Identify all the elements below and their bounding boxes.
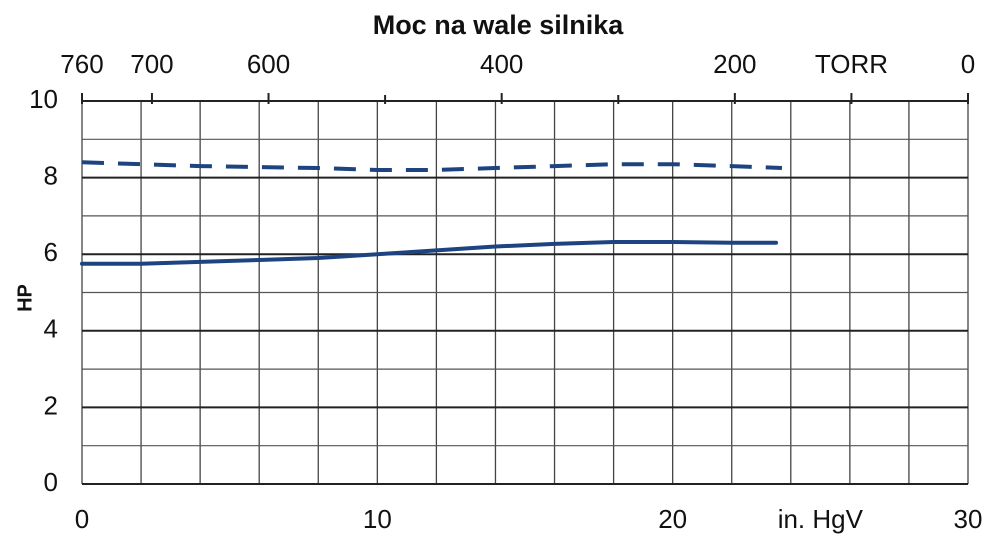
x2-tick-label: TORR	[815, 49, 888, 79]
y-tick-label: 10	[29, 84, 58, 114]
x2-tick-label: 200	[713, 49, 756, 79]
x2-tick-label: 760	[60, 49, 103, 79]
chart-title: Moc na wale silnika	[373, 10, 625, 40]
y-tick-label: 2	[44, 390, 58, 420]
data-line	[80, 239, 779, 266]
x-axis-label: in. HgV	[778, 504, 864, 534]
x-tick-label: 20	[658, 504, 687, 534]
x2-tick-label: 400	[480, 49, 523, 79]
x2-tick-label: 700	[130, 49, 173, 79]
y-tick-label: 0	[44, 467, 58, 497]
x-tick-label: 0	[75, 504, 89, 534]
x-tick-label: 30	[954, 504, 983, 534]
x2-tick-label: 0	[961, 49, 975, 79]
x2-tick-label: 600	[247, 49, 290, 79]
y-tick-label: 4	[44, 314, 58, 344]
data-line	[81, 160, 783, 172]
y-tick-label: 8	[44, 160, 58, 190]
y-tick-label: 6	[44, 237, 58, 267]
x-tick-label: 10	[363, 504, 392, 534]
y-axis-label: HP	[14, 284, 36, 312]
